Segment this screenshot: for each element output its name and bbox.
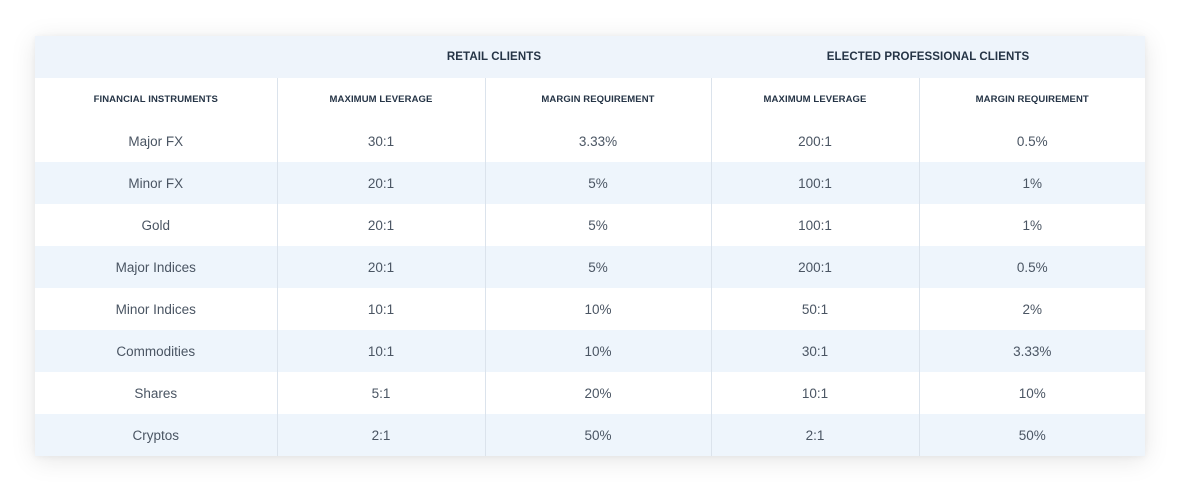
retail-margin-cell: 5% [484,246,712,288]
retail-leverage-cell: 5:1 [276,372,485,414]
pro-margin-cell: 0.5% [918,120,1146,162]
instrument-cell: Major Indices [35,246,277,288]
retail-margin-cell: 5% [484,162,712,204]
instrument-cell: Cryptos [35,414,277,456]
retail-leverage-cell: 20:1 [276,246,485,288]
group-header-retail: RETAIL CLIENTS [277,36,712,78]
column-header-row: FINANCIAL INSTRUMENTS MAXIMUM LEVERAGE M… [35,78,1146,120]
col-header-retail-max-leverage: MAXIMUM LEVERAGE [276,78,485,120]
retail-leverage-cell: 10:1 [276,288,485,330]
retail-margin-cell: 50% [484,414,712,456]
table-row: Minor FX 20:1 5% 100:1 1% [35,162,1146,204]
group-header-empty [35,36,277,78]
col-header-pro-margin: MARGIN REQUIREMENT [918,78,1146,120]
retail-margin-cell: 10% [484,330,712,372]
retail-leverage-cell: 30:1 [276,120,485,162]
pro-leverage-cell: 30:1 [710,330,920,372]
retail-leverage-cell: 10:1 [276,330,485,372]
group-header-professional: ELECTED PROFESSIONAL CLIENTS [711,36,1146,78]
pro-leverage-cell: 50:1 [710,288,920,330]
table-row: Major Indices 20:1 5% 200:1 0.5% [35,246,1146,288]
retail-leverage-cell: 20:1 [276,204,485,246]
table-row: Gold 20:1 5% 100:1 1% [35,204,1146,246]
retail-margin-cell: 10% [484,288,712,330]
table-row: Shares 5:1 20% 10:1 10% [35,372,1146,414]
retail-leverage-cell: 20:1 [276,162,485,204]
pro-leverage-cell: 200:1 [710,246,920,288]
table-row: Commodities 10:1 10% 30:1 3.33% [35,330,1146,372]
col-header-pro-max-leverage: MAXIMUM LEVERAGE [710,78,920,120]
instrument-cell: Commodities [35,330,277,372]
pro-margin-cell: 10% [918,372,1146,414]
pro-leverage-cell: 10:1 [710,372,920,414]
table-body: Major FX 30:1 3.33% 200:1 0.5% Minor FX … [35,120,1146,456]
instrument-cell: Shares [35,372,277,414]
retail-margin-cell: 3.33% [484,120,712,162]
pro-leverage-cell: 100:1 [710,204,920,246]
table-header: RETAIL CLIENTS ELECTED PROFESSIONAL CLIE… [35,36,1146,120]
pro-margin-cell: 1% [918,162,1146,204]
pro-leverage-cell: 2:1 [710,414,920,456]
table-row: Major FX 30:1 3.33% 200:1 0.5% [35,120,1146,162]
instrument-cell: Minor FX [35,162,277,204]
pro-margin-cell: 1% [918,204,1146,246]
leverage-table-card: RETAIL CLIENTS ELECTED PROFESSIONAL CLIE… [35,36,1146,456]
pro-margin-cell: 3.33% [918,330,1146,372]
group-header-row: RETAIL CLIENTS ELECTED PROFESSIONAL CLIE… [35,36,1146,78]
retail-leverage-cell: 2:1 [276,414,485,456]
pro-leverage-cell: 200:1 [710,120,920,162]
instrument-cell: Gold [35,204,277,246]
pro-margin-cell: 50% [918,414,1146,456]
pro-margin-cell: 0.5% [918,246,1146,288]
leverage-table: RETAIL CLIENTS ELECTED PROFESSIONAL CLIE… [35,36,1146,456]
table-row: Minor Indices 10:1 10% 50:1 2% [35,288,1146,330]
col-header-financial-instruments: FINANCIAL INSTRUMENTS [35,78,277,120]
retail-margin-cell: 20% [484,372,712,414]
table-row: Cryptos 2:1 50% 2:1 50% [35,414,1146,456]
pro-margin-cell: 2% [918,288,1146,330]
instrument-cell: Minor Indices [35,288,277,330]
pro-leverage-cell: 100:1 [710,162,920,204]
retail-margin-cell: 5% [484,204,712,246]
col-header-retail-margin: MARGIN REQUIREMENT [484,78,712,120]
instrument-cell: Major FX [35,120,277,162]
